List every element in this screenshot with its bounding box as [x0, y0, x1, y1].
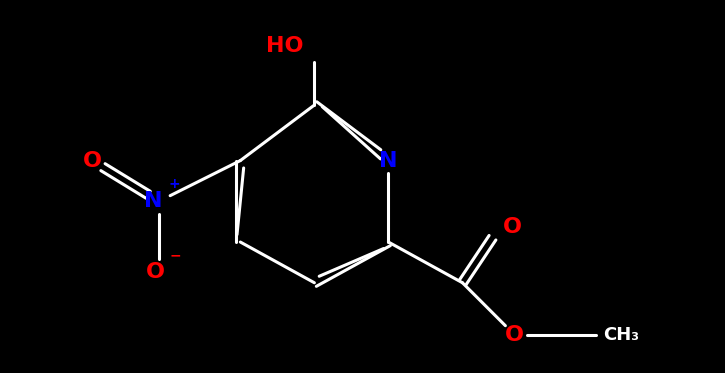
Text: O: O: [505, 325, 523, 345]
Text: O: O: [83, 151, 102, 170]
Text: O: O: [503, 217, 522, 237]
Text: N: N: [379, 151, 398, 170]
Text: HO: HO: [266, 36, 303, 56]
Text: CH₃: CH₃: [603, 326, 639, 344]
Text: O: O: [146, 261, 165, 282]
Text: +: +: [168, 177, 180, 191]
Text: −: −: [169, 249, 181, 263]
Text: N: N: [144, 191, 162, 211]
